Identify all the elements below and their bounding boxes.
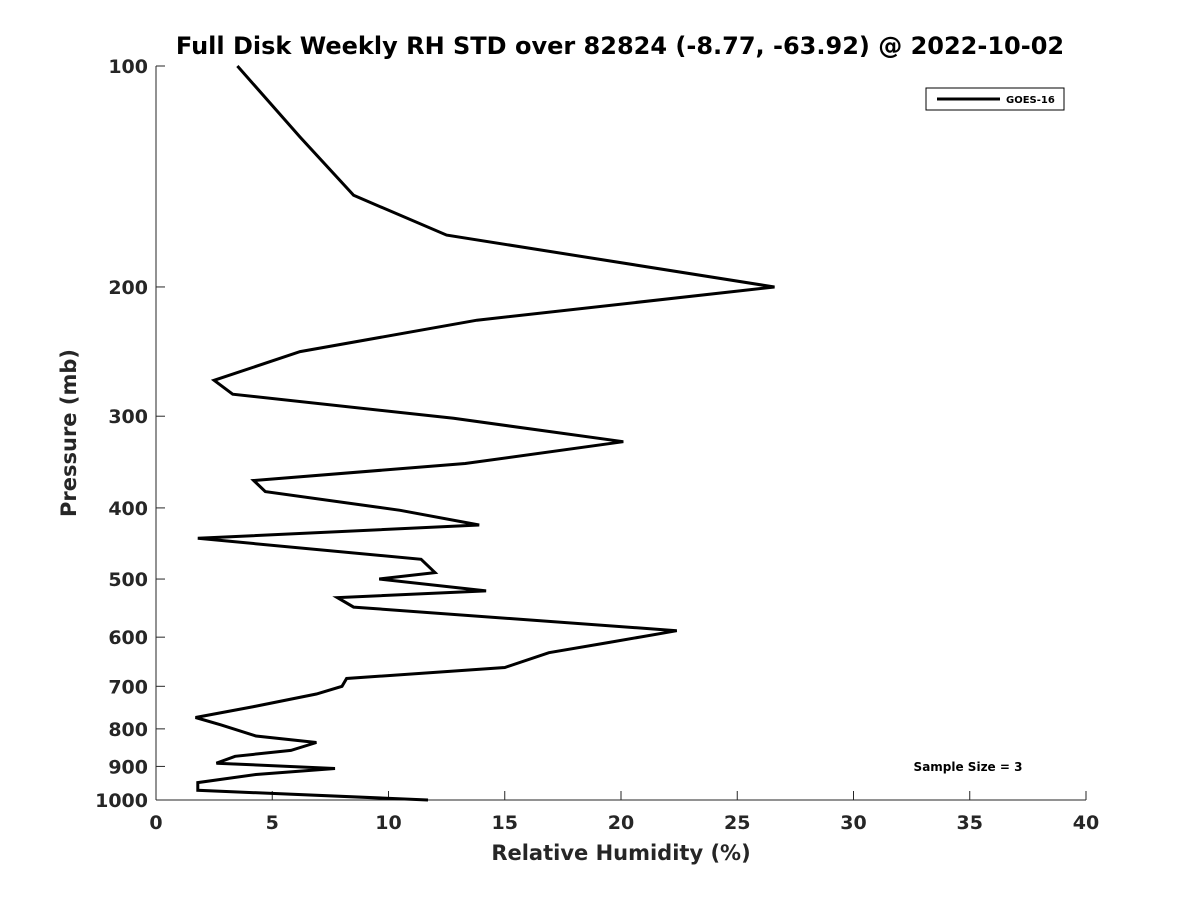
x-ticks: 0 5 10 15 20 25 30 35 40 xyxy=(149,791,1099,834)
chart-title: Full Disk Weekly RH STD over 82824 (-8.7… xyxy=(176,32,1064,60)
x-tick-label: 35 xyxy=(957,812,983,834)
legend-label: GOES-16 xyxy=(1006,95,1055,106)
x-tick-label: 10 xyxy=(375,812,401,834)
y-tick-label: 600 xyxy=(108,627,148,649)
y-tick-label: 400 xyxy=(108,498,148,520)
x-tick-label: 0 xyxy=(149,812,162,834)
y-ticks: 100 200 300 400 500 600 700 800 900 1000 xyxy=(95,56,165,812)
sample-size-annotation: Sample Size = 3 xyxy=(914,760,1023,774)
y-tick-label: 100 xyxy=(108,56,148,78)
x-tick-label: 40 xyxy=(1073,812,1099,834)
y-tick-label: 900 xyxy=(108,756,148,778)
x-tick-label: 25 xyxy=(724,812,750,834)
y-tick-label: 1000 xyxy=(95,790,148,812)
y-tick-label: 700 xyxy=(108,676,148,698)
y-axis-label: Pressure (mb) xyxy=(57,349,81,517)
y-tick-label: 800 xyxy=(108,719,148,741)
y-tick-label: 200 xyxy=(108,277,148,299)
x-tick-label: 30 xyxy=(840,812,866,834)
x-tick-label: 15 xyxy=(492,812,518,834)
series-layer xyxy=(195,65,775,802)
x-tick-label: 20 xyxy=(608,812,634,834)
x-tick-label: 5 xyxy=(266,812,279,834)
x-axis-label: Relative Humidity (%) xyxy=(491,841,750,865)
series-line-goes-16 xyxy=(195,65,775,802)
y-tick-label: 500 xyxy=(108,569,148,591)
plot-area: 0 5 10 15 20 25 30 35 40 100 200 300 400 500 600 700 80… xyxy=(95,56,1099,834)
y-tick-label: 300 xyxy=(108,406,148,428)
legend: GOES-16 xyxy=(925,87,1065,111)
